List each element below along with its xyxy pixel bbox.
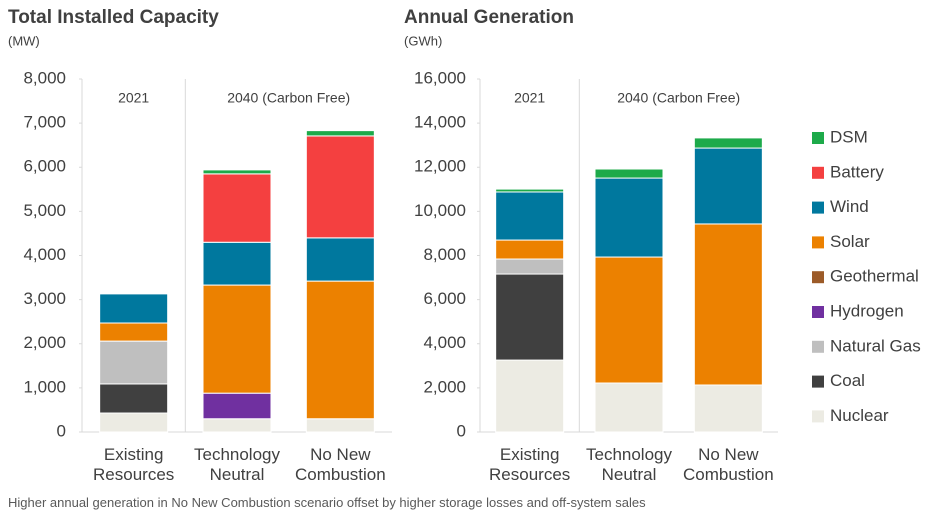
legend-label: Natural Gas [830, 336, 921, 355]
bar-segment [693, 147, 763, 225]
bar-segment [594, 177, 664, 258]
bar-segment [202, 169, 272, 175]
y-tick-label: 1,000 [23, 377, 66, 396]
bar-segment [693, 223, 763, 386]
period-label: 2021 [118, 90, 149, 106]
legend-label: Solar [830, 232, 870, 251]
legend-label: Nuclear [830, 406, 889, 425]
y-tick-label: 2,000 [23, 333, 66, 352]
y-tick-label: 0 [57, 421, 66, 440]
chart-title: Total Installed Capacity [8, 7, 219, 28]
x-tick-label: Technology Neutral [585, 445, 672, 484]
x-tick-label: Technology Neutral [193, 445, 280, 484]
legend-label: Wind [830, 197, 869, 216]
y-tick-label: 16,000 [414, 68, 466, 87]
x-tick-label: No New Combustion [294, 445, 386, 484]
legend-swatch [812, 375, 824, 388]
bar-segment [693, 384, 763, 433]
bar-segment [202, 392, 272, 420]
bar-segment [495, 273, 565, 361]
bar-segment [594, 256, 664, 384]
y-tick-label: 0 [457, 421, 466, 440]
y-tick-label: 4,000 [423, 333, 466, 352]
bar-segment [99, 412, 169, 433]
y-tick-label: 6,000 [23, 157, 66, 176]
legend-label: Battery [830, 162, 884, 181]
x-tick-label: Existing Resources [93, 445, 175, 484]
bar-segment [202, 418, 272, 433]
chart-subtitle: (MW) [8, 33, 40, 48]
y-tick-label: 5,000 [23, 201, 66, 220]
legend-swatch [812, 306, 824, 318]
bar-segment [99, 322, 169, 342]
y-tick-label: 14,000 [414, 113, 466, 132]
legend-swatch [812, 340, 824, 353]
bar-segment [99, 383, 169, 414]
y-tick-label: 12,000 [414, 157, 466, 176]
bar-segment [495, 191, 565, 241]
bar-segment [305, 418, 375, 433]
bar-segment [202, 241, 272, 286]
period-label: 2040 (Carbon Free) [617, 90, 740, 106]
bar-segment [594, 168, 664, 179]
legend-swatch [812, 410, 824, 423]
legend-swatch [812, 236, 824, 249]
bar-segment [495, 188, 565, 193]
bar-segment [305, 135, 375, 239]
legend-swatch [812, 201, 824, 214]
legend-label: DSM [830, 127, 868, 146]
y-tick-label: 6,000 [423, 289, 466, 308]
legend-swatch [812, 132, 824, 144]
y-tick-label: 8,000 [423, 245, 466, 264]
y-tick-label: 3,000 [23, 289, 66, 308]
x-tick-label: Existing Resources [489, 445, 571, 484]
bar-segment [693, 137, 763, 149]
bar-segment [202, 173, 272, 243]
y-tick-label: 8,000 [23, 68, 66, 87]
y-tick-label: 10,000 [414, 201, 466, 220]
x-tick-label: No New Combustion [682, 445, 774, 484]
bar-segment [99, 293, 169, 324]
bar-segment [594, 382, 664, 433]
bar-segment [305, 237, 375, 282]
legend-label: Geothermal [830, 267, 919, 286]
bar-segment [305, 130, 375, 137]
bar-segment [305, 280, 375, 420]
bar-segment [202, 284, 272, 394]
period-label: 2040 (Carbon Free) [227, 90, 350, 106]
period-label: 2021 [514, 90, 545, 106]
bar-segment [495, 239, 565, 260]
legend-label: Coal [830, 371, 865, 390]
chart-subtitle: (GWh) [404, 33, 442, 48]
y-tick-label: 7,000 [23, 113, 66, 132]
bar-segment [495, 359, 565, 433]
bar-segment [495, 258, 565, 275]
legend-swatch [812, 271, 824, 284]
legend-label: Hydrogen [830, 301, 904, 320]
legend-swatch [812, 166, 824, 179]
y-tick-label: 2,000 [423, 377, 466, 396]
bar-segment [99, 340, 169, 385]
y-tick-label: 4,000 [23, 245, 66, 264]
footnote: Higher annual generation in No New Combu… [8, 495, 646, 510]
chart-title: Annual Generation [404, 7, 574, 28]
